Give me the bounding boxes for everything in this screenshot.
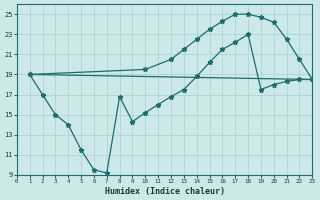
X-axis label: Humidex (Indice chaleur): Humidex (Indice chaleur) [105, 187, 225, 196]
